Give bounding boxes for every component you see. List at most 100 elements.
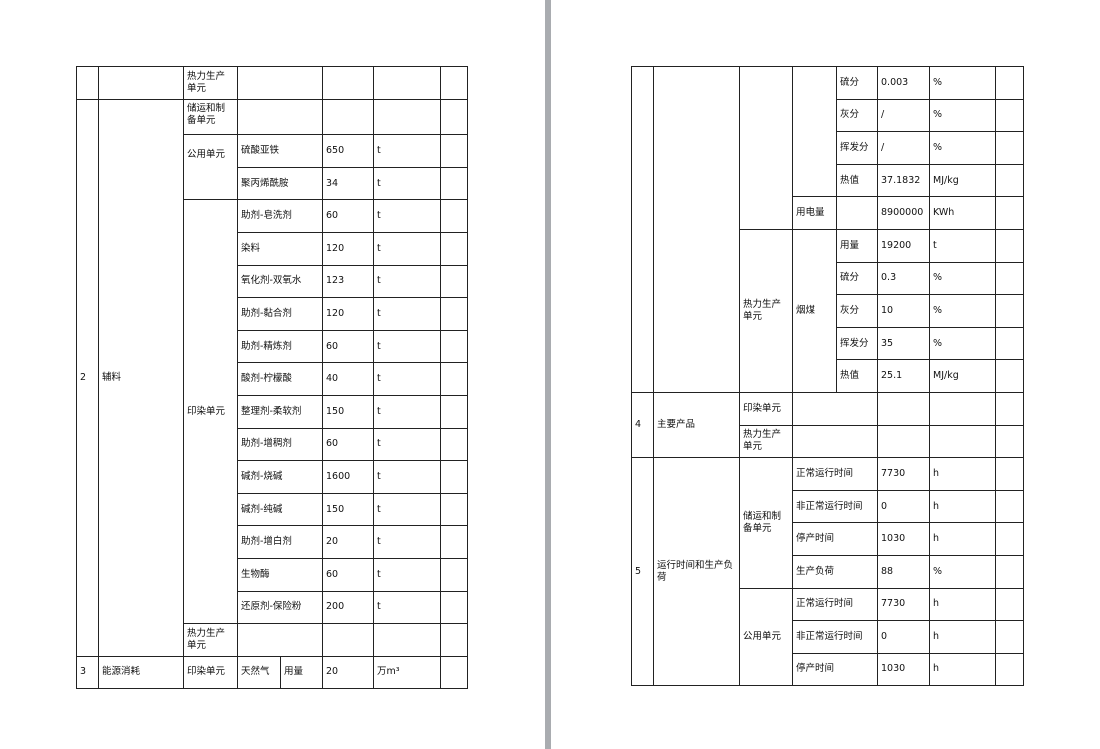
table-row: 热值 25.1 MJ/kg [632,359,1024,393]
unit-cell: 热力生产单元 [183,66,238,100]
item-value: 40 [322,362,374,396]
item-value: 0.3 [877,261,930,296]
table-row: 助剂-黏合剂 120 t [77,297,468,331]
item-unit: t [373,166,441,201]
item-value: 0.003 [877,66,930,100]
unit-cell: 印染单元 [183,199,238,625]
table-row: 助剂-增白剂 20 t [77,525,468,559]
item-value: / [877,131,930,165]
item-value: 20 [322,655,374,690]
item-unit: t [373,297,441,331]
item-value: 150 [322,394,374,429]
page-gutter [545,0,551,749]
item-unit: % [929,131,996,165]
item-value: 7730 [877,457,930,491]
item-name: 氧化剂-双氧水 [237,264,323,299]
row-number: 5 [631,457,654,687]
item-name: 助剂-增白剂 [237,525,323,559]
table-row: 停产时间 1030 h [632,652,1024,687]
fuel-name: 烟煤 [792,228,837,393]
item-value: 0 [877,489,930,524]
item-name: 整理剂-柔软剂 [237,394,323,429]
item-name: 聚丙烯酰胺 [237,166,323,201]
item-name: 灰分 [836,294,878,328]
table-row: 公用单元 正常运行时间 7730 h [632,587,1024,687]
item-value: 88 [877,554,930,589]
fuel-name: 天然气 [237,655,281,690]
item-unit: % [929,261,996,296]
item-name: 碱剂-纯碱 [237,492,323,527]
item-value: 60 [322,329,374,364]
item-name: 热值 [836,359,878,393]
unit-cell: 热力生产单元 [739,424,793,459]
item-name: 酸剂-柠檬酸 [237,362,323,396]
item-name: 用量 [280,655,323,690]
item-unit: t [373,264,441,299]
item-unit: h [929,587,996,622]
item-unit: t [373,329,441,364]
unit-cell: 印染单元 [739,391,793,426]
unit-cell: 印染单元 [183,655,238,690]
item-value: 60 [322,557,374,592]
item-name: 挥发分 [836,131,878,165]
table-row: 非正常运行时间 0 h [632,489,1024,524]
item-name: 碱剂-烧碱 [237,460,323,494]
item-unit: t [373,427,441,462]
item-unit: t [373,460,441,494]
item-unit: % [929,554,996,589]
item-unit: t [373,362,441,396]
left-page-table: 热力生产单元 2 辅料 储运和制备单元 公用单元 硫酸亚铁 650 t 聚丙烯酰胺 34… [76,66,468,690]
item-name: 挥发分 [836,326,878,361]
item-value: 120 [322,297,374,331]
item-unit: h [929,489,996,524]
item-unit: % [929,294,996,328]
item-name: 助剂-精炼剂 [237,329,323,364]
item-unit: h [929,522,996,556]
item-name: 热值 [836,163,878,198]
category-name: 主要产品 [653,391,740,459]
unit-cell: 热力生产单元 [183,623,238,657]
table-row: 生产负荷 88% [632,554,1024,589]
table-row: 热值 37.1832 MJ/kg [632,163,1024,198]
item-value: 150 [322,492,374,527]
item-unit: t [373,134,441,168]
item-unit: t [929,228,996,263]
item-value: 60 [322,199,374,233]
item-value: 25.1 [877,359,930,393]
category-name: 运行时间和生产负荷 [653,457,740,687]
item-unit: t [373,394,441,429]
item-unit: MJ/kg [929,359,996,393]
unit-cell: 储运和制备单元 [183,98,238,136]
table-row: 热力生产单元 烟煤 用量 19200 t [632,228,1024,393]
item-value: 34 [322,166,374,201]
category-name: 辅料 [98,98,184,657]
item-unit: 万m³ [373,655,441,690]
item-unit: t [373,590,441,625]
row-number: 4 [631,391,654,459]
item-value: 1600 [322,460,374,494]
item-value: 19200 [877,228,930,263]
unit-cell: 热力生产单元 [739,228,793,393]
item-unit: t [373,231,441,266]
item-name: 硫分 [836,261,878,296]
table-row: 助剂-增稠剂 60 t [77,427,468,462]
row-number: 2 [76,98,99,657]
table-row: 用电量 8900000 KWh [632,196,1024,230]
table-row: 3 能源消耗 印染单元 天然气 用量 20 万m³ [76,655,468,690]
item-name: 非正常运行时间 [792,489,878,524]
right-page-table: 硫分 0.003% 灰分 /% 挥发分 /% 热值 37.1832 MJ/kg 用电量 89… [631,65,1024,687]
item-value: 37.1832 [877,163,930,198]
item-unit: h [929,620,996,654]
item-unit: % [929,66,996,100]
item-name: 停产时间 [792,522,878,556]
category-name: 能源消耗 [98,655,184,690]
item-unit: h [929,457,996,491]
item-name: 硫酸亚铁 [237,134,323,168]
electricity-label: 用电量 [792,196,837,230]
table-row: 5 运行时间和生产负荷 储运和制备单元 正常运行时间 7730 h [631,457,1024,687]
item-value: 200 [322,590,374,625]
item-name: 助剂-皂洗剂 [237,199,323,233]
item-name: 灰分 [836,98,878,133]
table-row: 热力生产单元 [76,66,468,100]
item-name: 用量 [836,228,878,263]
